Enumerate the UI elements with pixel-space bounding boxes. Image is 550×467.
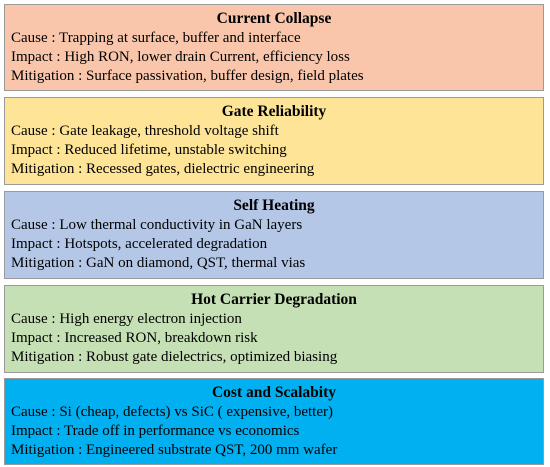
impact-line: Impact : Hotspots, accelerated degradati… <box>11 236 268 252</box>
mitigation-line: Mitigation : Surface passivation, buffer… <box>11 68 364 84</box>
panel-title: Hot Carrier Degradation <box>191 291 357 308</box>
cause-line: Cause : Si (cheap, defects) vs SiC ( exp… <box>11 404 333 420</box>
panel-title: Gate Reliability <box>221 103 327 120</box>
panel-current-collapse: Current Collapse Cause : Trapping at sur… <box>4 4 544 91</box>
impact-line: Impact : Increased RON, breakdown risk <box>11 330 258 346</box>
mitigation-line: Mitigation : Robust gate dielectrics, op… <box>11 349 338 365</box>
impact-line: Impact : Trade off in performance vs eco… <box>11 423 300 439</box>
impact-line: Impact : Reduced lifetime, unstable swit… <box>11 142 287 158</box>
mitigation-line: Mitigation : Recessed gates, dielectric … <box>11 161 315 177</box>
cause-line: Cause : Trapping at surface, buffer and … <box>11 30 301 46</box>
panel-self-heating: Self Heating Cause : Low thermal conduct… <box>4 191 544 279</box>
panel-title: Current Collapse <box>216 10 332 27</box>
panel-hot-carrier-degradation: Hot Carrier Degradation Cause : High ene… <box>4 285 544 373</box>
impact-line: Impact : High RON, lower drain Current, … <box>11 49 350 65</box>
cause-line: Cause : Gate leakage, threshold voltage … <box>11 123 279 139</box>
panel-gate-reliability: Gate Reliability Cause : Gate leakage, t… <box>4 97 544 185</box>
panel-title: Cost and Scalabity <box>211 384 337 401</box>
panel-title: Self Heating <box>233 197 315 214</box>
mitigation-line: Mitigation : Engineered substrate QST, 2… <box>11 442 338 458</box>
mitigation-line: Mitigation : GaN on diamond, QST, therma… <box>11 255 306 271</box>
cause-line: Cause : High energy electron injection <box>11 311 242 327</box>
panel-cost-and-scalability: Cost and Scalabity Cause : Si (cheap, de… <box>4 378 544 465</box>
cause-line: Cause : Low thermal conductivity in GaN … <box>11 217 303 233</box>
